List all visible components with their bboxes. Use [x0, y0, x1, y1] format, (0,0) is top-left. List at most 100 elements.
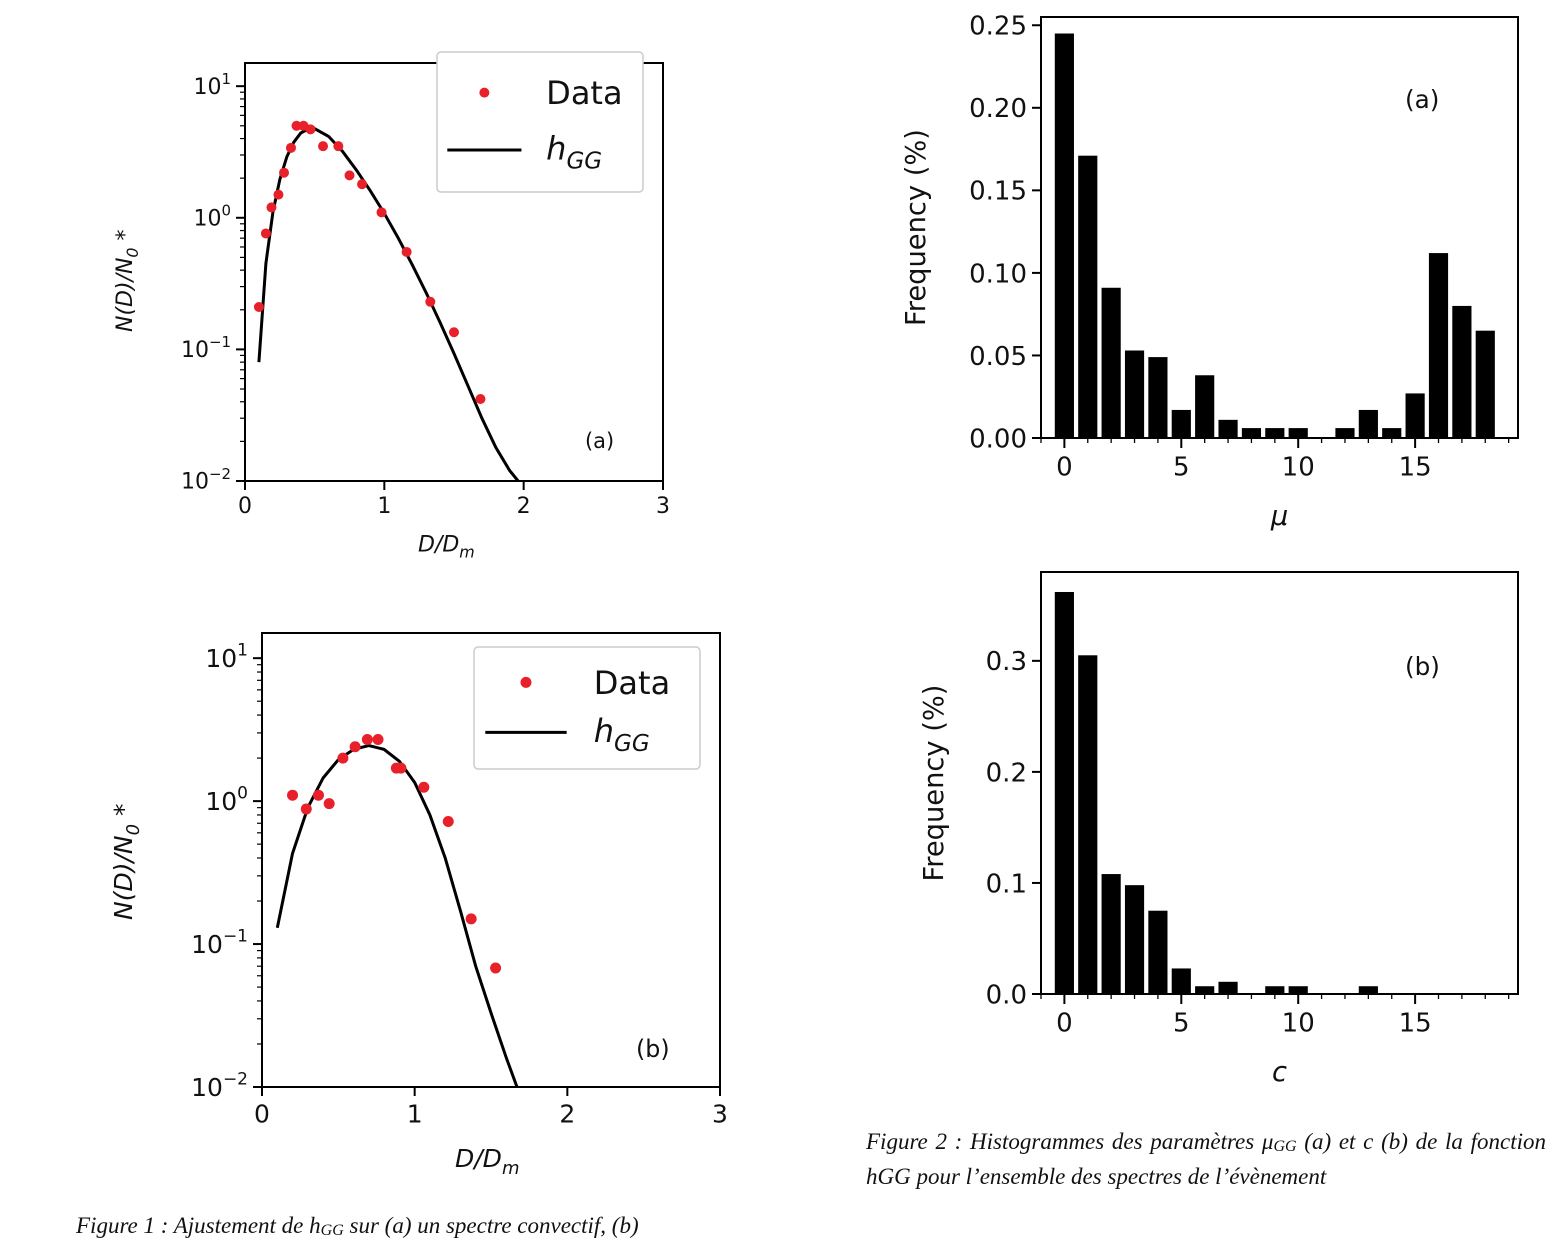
- y-tick-label: 0.20: [969, 94, 1027, 124]
- y-tick-label: 0.2: [986, 758, 1027, 788]
- x-tick-label: 10: [1282, 1008, 1315, 1038]
- data-point: [395, 762, 407, 774]
- data-point: [312, 789, 324, 801]
- histogram-bar: [1054, 591, 1074, 994]
- x-axis-label: c: [1272, 1057, 1287, 1088]
- figure-1-caption: Figure 1 : Ajustement de hGG sur (a) un …: [76, 1213, 639, 1239]
- x-tick-label: 10: [1282, 452, 1315, 482]
- x-tick-label: 0: [1056, 1008, 1073, 1038]
- legend-data-marker: [479, 87, 490, 98]
- x-tick-label: 5: [1173, 452, 1190, 482]
- x-tick-label: 3: [656, 494, 670, 519]
- y-tick-label: 0.1: [986, 869, 1027, 899]
- histogram-bar: [1288, 986, 1308, 994]
- y-tick-label: 0.25: [969, 12, 1027, 42]
- data-point: [253, 301, 264, 312]
- legend-box: [436, 51, 644, 193]
- histogram-bar: [1195, 986, 1215, 994]
- data-point: [442, 816, 454, 828]
- data-point: [266, 202, 277, 213]
- data-point: [449, 327, 459, 338]
- histogram-bar: [1101, 287, 1121, 438]
- legend-fit-label: hGG: [546, 130, 602, 175]
- histogram-bar: [1078, 655, 1098, 994]
- data-point: [318, 141, 329, 152]
- x-tick-label: 15: [1399, 452, 1432, 482]
- legend-data-marker: [520, 676, 532, 688]
- data-point: [401, 246, 412, 257]
- data-point: [287, 789, 299, 801]
- figure-2-caption: Figure 2 : Histogrammes des paramètres μ…: [866, 1129, 1547, 1189]
- x-axis-label: D/Dm: [455, 1144, 519, 1179]
- histogram-bar: [1124, 885, 1145, 994]
- data-point: [344, 170, 355, 181]
- plot-frame: [1040, 571, 1519, 995]
- chart-fig2a: 0.00 0.05 0.10 0.15 0.20 0.25 0 5 10 15 μ Frequency…: [901, 12, 1519, 532]
- histogram-bar: [1124, 350, 1145, 438]
- data-point: [260, 228, 271, 239]
- data-point: [323, 798, 335, 810]
- y-tick-label: 10−1: [181, 333, 231, 363]
- histogram-bar: [1218, 981, 1238, 994]
- panel-label: (a): [585, 429, 614, 453]
- panel-label: (a): [1405, 85, 1439, 114]
- data-point: [291, 120, 302, 131]
- data-point: [279, 167, 290, 178]
- histogram-bar: [1428, 253, 1449, 438]
- histogram-bar: [1265, 428, 1285, 438]
- x-tick-label: 5: [1173, 1008, 1190, 1038]
- chart-fig2b: 0.0 0.1 0.2 0.3 0 5 10 15 c Frequency (%) (b): [919, 571, 1519, 1088]
- x-tick-label: 3: [712, 1099, 728, 1128]
- y-axis-label: Frequency (%): [901, 129, 932, 326]
- y-tick-label: 0.10: [969, 259, 1027, 289]
- histogram-bar: [1148, 357, 1168, 438]
- y-tick-label: 10−2: [191, 1070, 248, 1102]
- data-point: [376, 207, 387, 218]
- histogram-bar: [1054, 33, 1074, 439]
- histogram-bar: [1358, 986, 1378, 994]
- histogram-bar: [1171, 968, 1191, 994]
- histogram-bar: [1288, 428, 1308, 438]
- data-point: [465, 913, 477, 925]
- x-tick-label: 0: [238, 494, 252, 519]
- histogram-bar: [1475, 330, 1495, 438]
- data-point: [285, 142, 296, 153]
- histogram-bar: [1335, 428, 1355, 438]
- y-axis-label: Frequency (%): [919, 685, 950, 882]
- y-tick-label: 0.15: [969, 177, 1027, 207]
- histogram-bar: [1218, 419, 1238, 438]
- y-axis-label: N(D)/N0 *: [109, 804, 144, 921]
- plot-frame: [1040, 16, 1519, 439]
- histogram-bar: [1452, 305, 1472, 438]
- x-tick-label: 2: [517, 494, 531, 519]
- x-tick-label: 1: [407, 1099, 423, 1128]
- data-point: [333, 141, 344, 152]
- fit-curve-hgg: [275, 743, 519, 1087]
- legend-data-label: Data: [594, 664, 670, 702]
- data-point: [425, 296, 436, 307]
- histogram-bar: [1265, 986, 1285, 994]
- y-tick-label: 100: [205, 784, 248, 816]
- legend-fit-label: hGG: [594, 712, 650, 757]
- data-point: [337, 752, 349, 764]
- data-point: [475, 393, 486, 404]
- data-point: [300, 803, 312, 815]
- x-tick-label: 0: [254, 1099, 270, 1128]
- histogram-bar: [1171, 409, 1191, 438]
- y-tick-label: 0.05: [969, 342, 1027, 372]
- x-axis-label: μ: [1270, 501, 1288, 532]
- data-point: [305, 124, 316, 135]
- histogram-bar: [1148, 910, 1168, 994]
- data-point: [372, 733, 384, 745]
- data-point: [273, 189, 284, 200]
- data-point: [490, 962, 502, 974]
- histogram-bar: [1078, 155, 1098, 438]
- legend-box: [473, 646, 701, 770]
- data-point: [361, 733, 373, 745]
- panel-label: (b): [636, 1035, 670, 1063]
- y-tick-label: 10−2: [181, 465, 231, 495]
- panel-label: (b): [1405, 652, 1440, 681]
- data-point: [418, 781, 430, 793]
